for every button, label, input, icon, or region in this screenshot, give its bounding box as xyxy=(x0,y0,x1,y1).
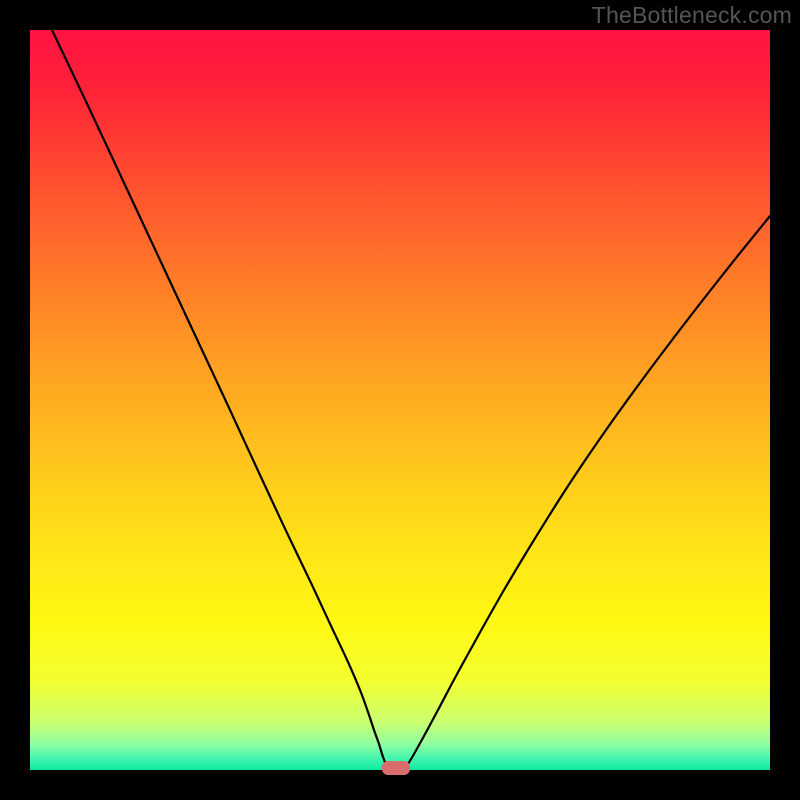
minimum-marker xyxy=(382,761,410,775)
chart-stage: TheBottleneck.com xyxy=(0,0,800,800)
bottleneck-chart xyxy=(0,0,800,800)
plot-background xyxy=(30,30,770,770)
watermark-text: TheBottleneck.com xyxy=(592,2,792,29)
